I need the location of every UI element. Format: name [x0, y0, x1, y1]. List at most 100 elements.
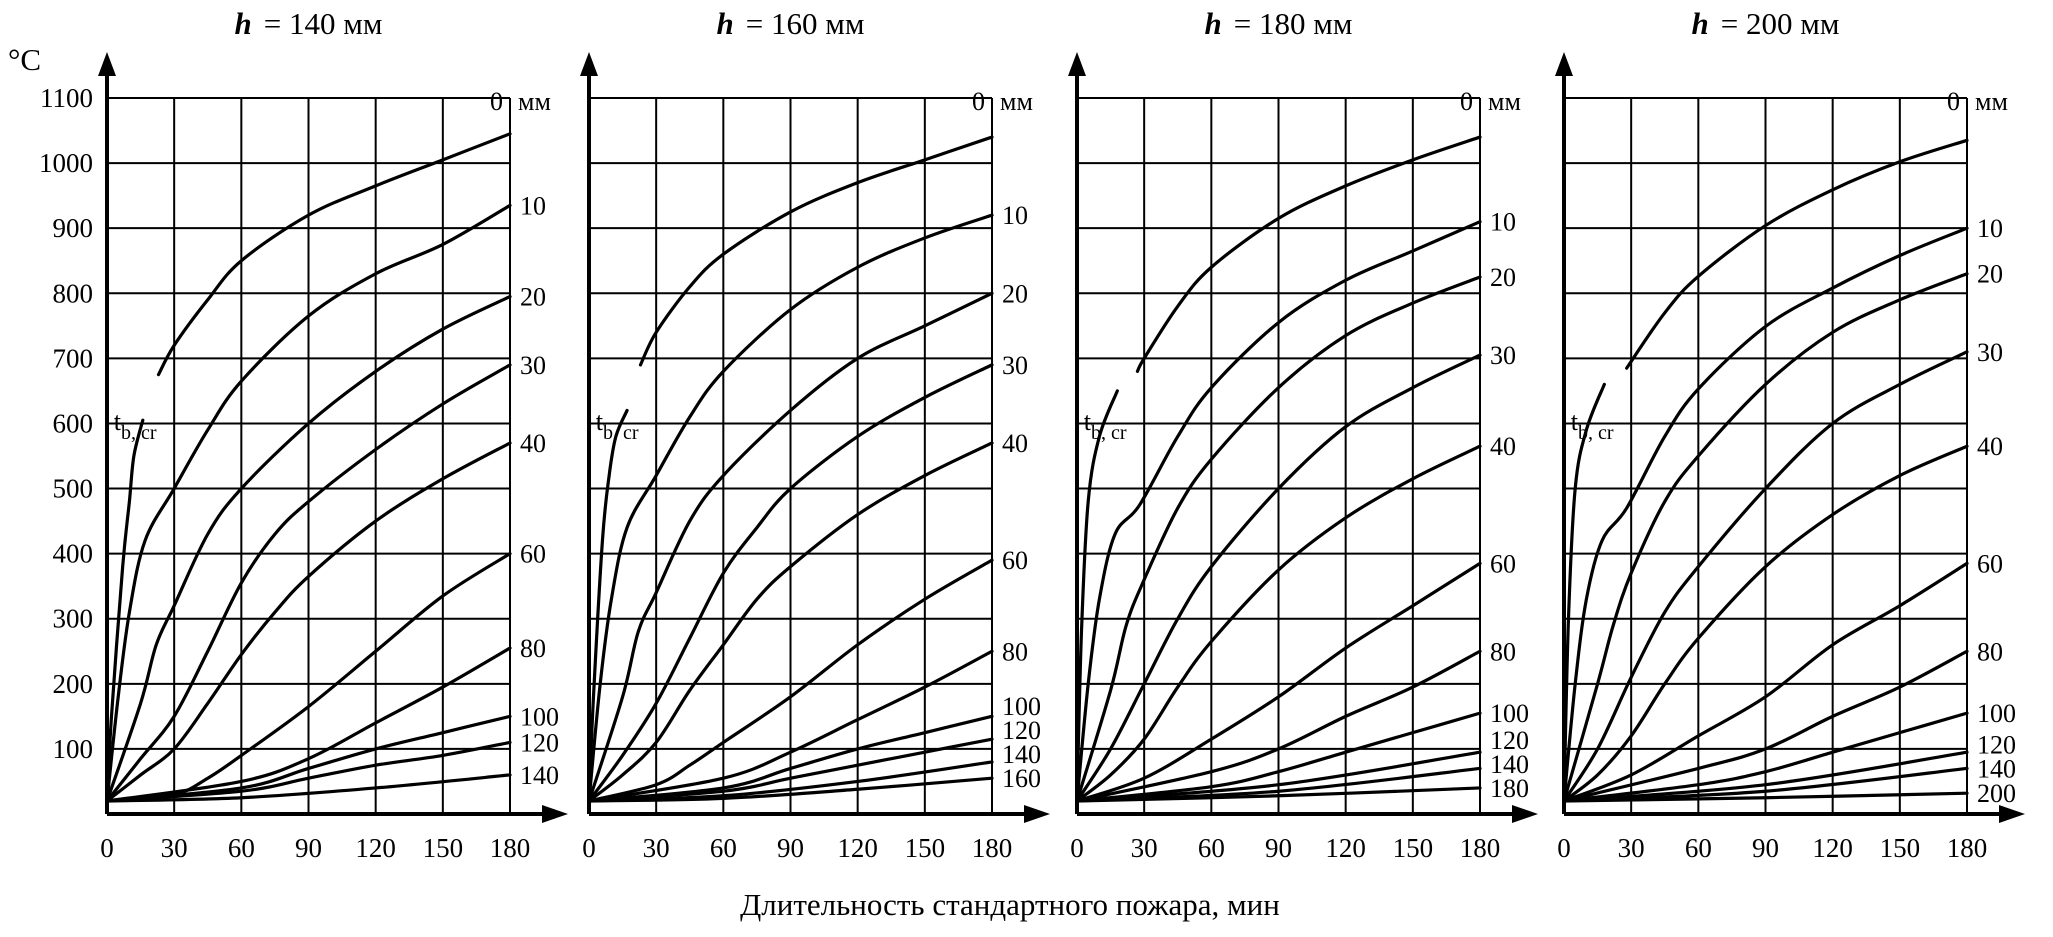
- curve-label-depth-30: 30: [1977, 338, 2003, 367]
- y-tick-label: 500: [53, 474, 94, 504]
- panel-title-value: = 180 мм: [1234, 6, 1353, 41]
- curve-label-depth-20: 20: [1002, 279, 1028, 308]
- curve-label-depth-0: 0: [1460, 87, 1473, 116]
- curve-label-depth-30: 30: [1490, 341, 1516, 370]
- curve-label-depth-10: 10: [1490, 208, 1516, 237]
- panel-title-value: = 160 мм: [746, 6, 865, 41]
- curve-label-unit: мм: [1000, 87, 1033, 116]
- curve-depth-10: [1075, 220, 1482, 803]
- curve-depth-120: [105, 740, 512, 803]
- x-tick-label: 120: [355, 833, 396, 863]
- x-axis-arrow-icon: [1512, 805, 1538, 823]
- x-tick-label: 150: [423, 833, 464, 863]
- curve-depth-60: [105, 552, 512, 803]
- curve-depth-200: [1562, 791, 1969, 803]
- curve-label-depth-80: 80: [520, 634, 546, 663]
- panel-title-var: h: [717, 6, 734, 41]
- tb-cr-annotation: tb, cr: [114, 407, 157, 444]
- y-axis-unit-label: °C: [8, 42, 41, 77]
- curve-label-depth-60: 60: [520, 540, 546, 569]
- curve-label-depth-80: 80: [1977, 637, 2003, 666]
- curve-label-depth-80: 80: [1490, 637, 1516, 666]
- curve-depth-100: [105, 714, 512, 803]
- curve-depth-0: [156, 132, 512, 377]
- curve-label-depth-20: 20: [1977, 260, 2003, 289]
- x-tick-label: 30: [161, 833, 188, 863]
- curve-depth-40: [105, 441, 512, 803]
- panel-title-var: h: [235, 6, 252, 41]
- tb-cr-annotation: tb, cr: [1571, 407, 1614, 444]
- curve-depth-30: [587, 363, 994, 803]
- curve-label-depth-0: 0: [1947, 87, 1960, 116]
- x-tick-label: 0: [582, 833, 596, 863]
- curve-label-depth-30: 30: [520, 351, 546, 380]
- curve-depth-0: [1135, 135, 1482, 373]
- panel-4: h = 200 мм 0 30 60 90 120 150 180 tb, cr 0 мм 10 20 30…: [1555, 6, 2025, 863]
- curve-label-depth-0: 0: [490, 87, 503, 116]
- panel-2: h = 160 мм 0 30 60 90 120 150 180 tb, cr 0 мм 10 20 30…: [580, 6, 1050, 863]
- curve-label-depth-100: 100: [1002, 692, 1041, 721]
- curve-depth-100: [1562, 711, 1969, 803]
- y-tick-label: 100: [53, 734, 94, 764]
- curve-depth-100: [1075, 711, 1482, 803]
- curve-label-depth-40: 40: [1977, 432, 2003, 461]
- curve-label-depth-180: 180: [1490, 774, 1529, 803]
- curve-label-depth-140: 140: [1490, 750, 1529, 779]
- curve-depth-120: [587, 737, 994, 803]
- y-tick-label: 800: [53, 278, 94, 308]
- y-axis-arrow-icon: [98, 52, 116, 76]
- curve-depth-30: [1562, 350, 1969, 803]
- x-tick-label: 0: [1070, 833, 1084, 863]
- x-tick-label: 60: [1198, 833, 1225, 863]
- x-tick-label: 120: [1325, 833, 1366, 863]
- curve-label-depth-160: 160: [1002, 764, 1041, 793]
- curve-depth-30: [1075, 353, 1482, 803]
- x-tick-label: 90: [295, 833, 322, 863]
- curve-label-depth-100: 100: [1490, 699, 1529, 728]
- x-tick-label: 120: [837, 833, 878, 863]
- curve-depth-40: [1075, 444, 1482, 803]
- curve-depth-10: [1562, 226, 1969, 803]
- y-tick-label: 400: [53, 539, 94, 569]
- curve-label-depth-120: 120: [520, 728, 559, 757]
- curve-label-depth-60: 60: [1002, 546, 1028, 575]
- y-tick-label: 300: [53, 604, 94, 634]
- curve-depth-40: [1562, 444, 1969, 803]
- x-tick-label: 30: [1618, 833, 1645, 863]
- panel-title-value: = 140 мм: [264, 6, 383, 41]
- y-tick-label: 1000: [39, 148, 93, 178]
- x-tick-label: 90: [1265, 833, 1292, 863]
- curve-depth-20: [1075, 275, 1482, 803]
- x-tick-label: 120: [1812, 833, 1853, 863]
- x-tick-label: 180: [1947, 833, 1988, 863]
- y-tick-label: 200: [53, 669, 94, 699]
- curve-label-depth-10: 10: [1977, 214, 2003, 243]
- curve-label-depth-40: 40: [1002, 429, 1028, 458]
- curve-label-depth-40: 40: [1490, 432, 1516, 461]
- x-tick-label: 150: [905, 833, 946, 863]
- curve-label-depth-60: 60: [1490, 549, 1516, 578]
- curve-label-depth-0: 0: [972, 87, 985, 116]
- panel-title: h = 180 мм: [1205, 6, 1353, 41]
- curve-depth-0: [1625, 138, 1969, 370]
- curve-label-depth-10: 10: [520, 191, 546, 220]
- x-tick-label: 0: [100, 833, 114, 863]
- curve-depth-20: [105, 294, 512, 803]
- curve-depth-60: [587, 558, 994, 803]
- curve-depth-80: [105, 646, 512, 803]
- curve-depth-100: [587, 714, 994, 803]
- y-tick-label: 1100: [40, 83, 93, 113]
- curve-depth-60: [1562, 561, 1969, 803]
- curve-label-depth-20: 20: [1490, 263, 1516, 292]
- curve-label-depth-140: 140: [520, 761, 559, 790]
- x-tick-label: 90: [1752, 833, 1779, 863]
- panel-title-value: = 200 мм: [1721, 6, 1840, 41]
- panel-title-var: h: [1205, 6, 1222, 41]
- panel-title: h = 140 мм: [235, 6, 383, 41]
- x-tick-label: 30: [643, 833, 670, 863]
- x-tick-label: 90: [777, 833, 804, 863]
- curve-label-depth-120: 120: [1977, 730, 2016, 759]
- x-tick-label: 0: [1557, 833, 1571, 863]
- curve-label-unit: мм: [518, 87, 551, 116]
